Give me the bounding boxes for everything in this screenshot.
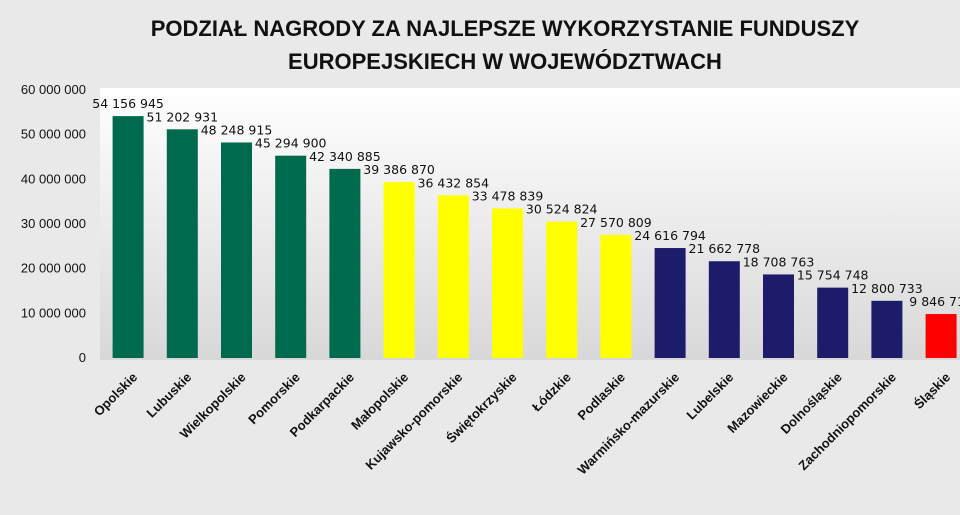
chart-title-line-2: EUROPEJSKIECH W WOJEWÓDZTWACH	[288, 49, 722, 74]
y-axis: 0 10 000 000 20 000 000 30 000 000 40 000 00…	[21, 82, 86, 365]
bar	[329, 168, 361, 358]
data-label: 42 340 885	[309, 149, 381, 164]
data-label: 48 248 915	[201, 122, 273, 137]
bar	[925, 314, 957, 358]
bar	[600, 234, 632, 358]
data-label: 45 294 900	[255, 136, 327, 151]
data-label: 39 386 870	[363, 162, 435, 177]
bar	[871, 300, 903, 358]
data-label: 33 478 839	[472, 188, 544, 203]
y-tick-label: 20 000 000	[21, 261, 86, 276]
data-label: 24 616 794	[634, 228, 706, 243]
chart-title-line-1: PODZIAŁ NAGRODY ZA NAJLEPSZE WYKORZYSTAN…	[151, 16, 860, 41]
data-label: 9 846 718	[909, 294, 960, 309]
data-label: 15 754 748	[797, 268, 869, 283]
bar	[383, 182, 415, 358]
data-label: 54 156 945	[92, 96, 164, 111]
bar	[546, 221, 578, 358]
bar	[654, 248, 686, 358]
bar	[221, 142, 252, 358]
bar	[437, 195, 469, 358]
data-label: 30 524 824	[526, 202, 598, 217]
bar	[166, 129, 198, 358]
y-tick-label: 30 000 000	[21, 216, 86, 231]
data-label: 27 570 809	[580, 215, 652, 230]
y-tick-label: 0	[79, 350, 86, 365]
y-tick-label: 60 000 000	[21, 82, 86, 97]
bar	[817, 287, 849, 358]
data-label: 21 662 778	[689, 241, 761, 256]
bar	[492, 208, 523, 358]
y-tick-label: 10 000 000	[21, 305, 86, 320]
bar	[708, 261, 740, 358]
bar	[112, 116, 144, 359]
bars	[112, 116, 957, 359]
bar	[763, 274, 794, 358]
data-label: 51 202 931	[147, 109, 219, 124]
data-label: 36 432 854	[418, 175, 490, 190]
bar	[275, 155, 307, 358]
data-label: 12 800 733	[851, 281, 923, 296]
y-tick-label: 40 000 000	[21, 171, 86, 186]
data-label: 18 708 763	[743, 254, 815, 269]
y-tick-label: 50 000 000	[21, 127, 86, 142]
